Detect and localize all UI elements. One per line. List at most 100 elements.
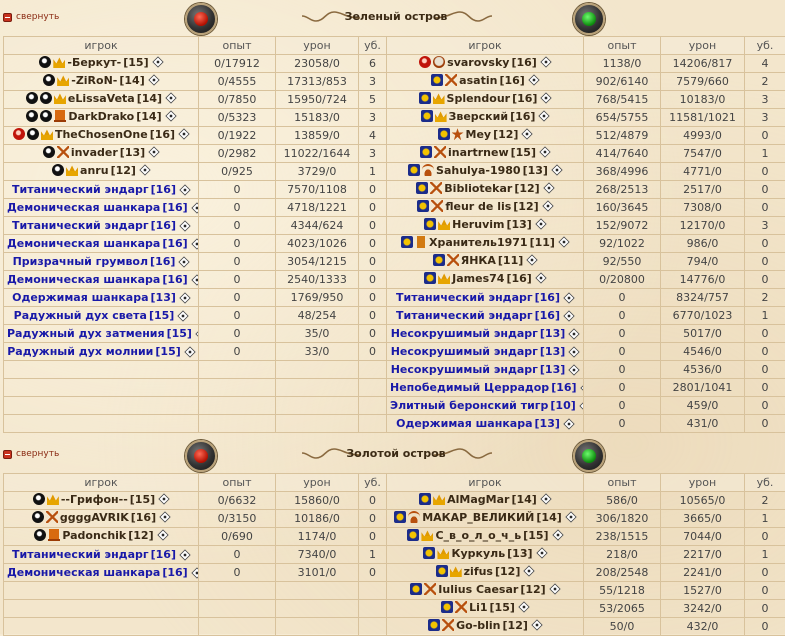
alignment-icon[interactable] (34, 529, 46, 541)
alignment-icon[interactable] (410, 583, 422, 595)
player-info-icon[interactable] (518, 602, 529, 613)
player-info-icon[interactable] (527, 255, 538, 266)
player-info-icon[interactable] (179, 184, 190, 195)
player-name[interactable]: invader (71, 146, 118, 159)
player-name[interactable]: Демоническая шанкара (7, 201, 160, 214)
alignment-icon[interactable] (436, 565, 448, 577)
alignment-icon[interactable] (33, 493, 45, 505)
player-info-icon[interactable] (540, 494, 551, 505)
player-info-icon[interactable] (528, 75, 539, 86)
alignment-icon[interactable] (32, 511, 44, 523)
player-name[interactable]: Go-blin (456, 619, 500, 632)
player-name[interactable]: Splendour (447, 92, 511, 105)
player-name[interactable]: Радужный дух света (14, 309, 147, 322)
player-name[interactable]: Демоническая шанкара (7, 273, 160, 286)
player-name[interactable]: anru (80, 164, 109, 177)
collapse-link[interactable]: свернуть (3, 12, 59, 22)
player-info-icon[interactable] (159, 512, 170, 523)
player-name[interactable]: zifus (464, 565, 493, 578)
player-info-icon[interactable] (541, 93, 552, 104)
player-info-icon[interactable] (569, 328, 580, 339)
alignment-icon[interactable] (421, 110, 433, 122)
player-info-icon[interactable] (191, 567, 198, 578)
player-info-icon[interactable] (149, 147, 160, 158)
player-info-icon[interactable] (539, 111, 550, 122)
player-name[interactable]: Титанический эндарг (12, 219, 149, 232)
alignment-icon[interactable] (423, 547, 435, 559)
player-name[interactable]: Iulius Caesar (438, 583, 518, 596)
player-name[interactable]: Радужный дух молнии (7, 345, 153, 358)
player-name[interactable]: --Грифон-- (61, 493, 128, 506)
player-name[interactable]: Heruvim (452, 218, 504, 231)
player-name[interactable]: ЯНКА (461, 254, 496, 267)
player-info-icon[interactable] (179, 549, 190, 560)
player-name[interactable]: svarovsky (447, 56, 509, 69)
player-name[interactable]: Радужный дух затмения (7, 327, 165, 340)
player-name[interactable]: Титанический эндарг (12, 548, 149, 561)
player-info-icon[interactable] (552, 530, 563, 541)
player-name[interactable]: Титанический эндарг (396, 291, 533, 304)
player-name[interactable]: Несокрушимый эндарг (391, 345, 538, 358)
alignment-icon[interactable] (407, 529, 419, 541)
alignment-icon[interactable] (419, 493, 431, 505)
alignment-icon[interactable] (40, 110, 52, 122)
player-info-icon[interactable] (184, 346, 195, 357)
player-name[interactable]: TheChosenOne (55, 128, 148, 141)
alignment-icon[interactable] (428, 619, 440, 631)
player-info-icon[interactable] (563, 418, 574, 429)
alignment-icon[interactable] (431, 74, 443, 86)
player-info-icon[interactable] (139, 165, 150, 176)
player-info-icon[interactable] (179, 292, 190, 303)
player-info-icon[interactable] (579, 400, 583, 411)
alignment-icon[interactable] (424, 272, 436, 284)
player-info-icon[interactable] (540, 57, 551, 68)
player-info-icon[interactable] (569, 346, 580, 357)
player-name[interactable]: -ZiRoN- (71, 74, 117, 87)
player-name[interactable]: Одержимая шанкара (396, 417, 532, 430)
player-name[interactable]: -Беркут- (67, 56, 121, 69)
player-name[interactable]: Bibliotekar (444, 182, 512, 195)
alignment-icon[interactable] (401, 236, 413, 248)
player-name[interactable]: Sahulya-1980 (436, 164, 521, 177)
alignment-icon[interactable] (52, 164, 64, 176)
player-name[interactable]: Титанический эндарг (396, 309, 533, 322)
alignment-icon[interactable] (27, 128, 39, 140)
collapse-link[interactable]: свернуть (3, 449, 59, 459)
player-info-icon[interactable] (543, 183, 554, 194)
alignment-icon[interactable] (419, 56, 431, 68)
player-name[interactable]: С_в_о_л_о_ч_ь (435, 529, 521, 542)
player-name[interactable]: Зверский (449, 110, 509, 123)
player-info-icon[interactable] (191, 238, 198, 249)
player-info-icon[interactable] (535, 273, 546, 284)
player-info-icon[interactable] (565, 512, 576, 523)
player-info-icon[interactable] (558, 237, 569, 248)
player-name[interactable]: Padonchik (62, 529, 126, 542)
alignment-icon[interactable] (433, 254, 445, 266)
player-name[interactable]: Одержимая шанкара (12, 291, 148, 304)
player-info-icon[interactable] (563, 292, 574, 303)
player-info-icon[interactable] (580, 382, 584, 393)
player-name[interactable]: Элитный беронский тигр (390, 399, 548, 412)
player-name[interactable]: Mey (466, 128, 492, 141)
player-info-icon[interactable] (542, 201, 553, 212)
player-name[interactable]: МАКАР_ВЕЛИКИЙ (422, 511, 534, 524)
player-name[interactable]: Титанический эндарг (12, 183, 149, 196)
player-info-icon[interactable] (536, 548, 547, 559)
player-info-icon[interactable] (179, 220, 190, 231)
player-info-icon[interactable] (551, 165, 562, 176)
player-info-icon[interactable] (569, 364, 580, 375)
player-info-icon[interactable] (531, 620, 542, 631)
alignment-icon[interactable] (408, 164, 420, 176)
alignment-icon[interactable] (39, 56, 51, 68)
player-name[interactable]: Непобедимый Церрадор (390, 381, 549, 394)
player-name[interactable]: Несокрушимый эндарг (391, 363, 538, 376)
player-name[interactable]: asatin (459, 74, 497, 87)
player-info-icon[interactable] (191, 274, 198, 285)
alignment-icon[interactable] (13, 128, 25, 140)
player-info-icon[interactable] (148, 75, 159, 86)
player-name[interactable]: Li1 (469, 601, 487, 614)
player-name[interactable]: Призрачный грумвол (13, 255, 148, 268)
alignment-icon[interactable] (438, 128, 450, 140)
player-info-icon[interactable] (158, 494, 169, 505)
alignment-icon[interactable] (441, 601, 453, 613)
